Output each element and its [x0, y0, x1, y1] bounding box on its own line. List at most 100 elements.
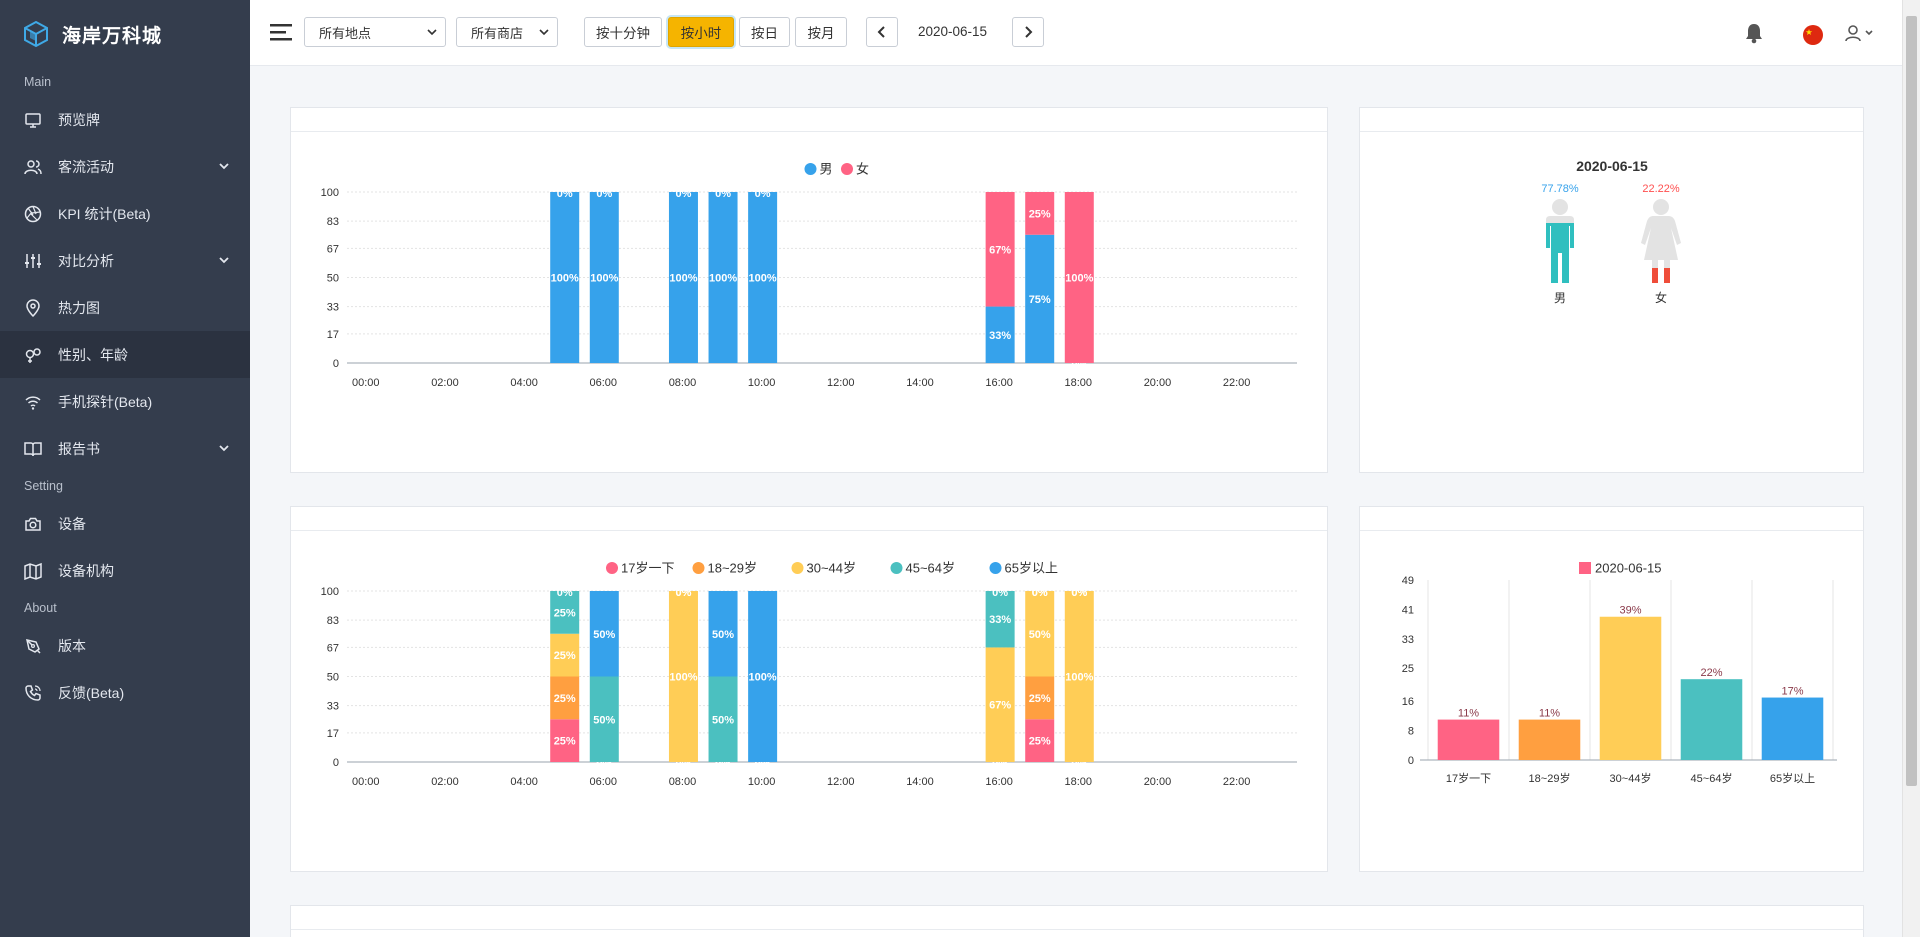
- sidebar-item-2[interactable]: KPI 统计(Beta): [0, 190, 250, 237]
- store-select[interactable]: 所有商店: [456, 17, 558, 47]
- legend-marker[interactable]: [791, 562, 804, 574]
- y-tick-label: 33: [327, 302, 339, 314]
- bar-segment[interactable]: [1025, 676, 1055, 720]
- granularity-10min-button[interactable]: 按十分钟: [584, 17, 662, 47]
- pen-tool-icon: [24, 637, 42, 655]
- sidebar-item-3[interactable]: 对比分析: [0, 237, 250, 284]
- bar-segment[interactable]: [550, 676, 580, 720]
- bar-data-label: 100%: [669, 273, 697, 285]
- granularity-hour-button[interactable]: 按小时: [668, 17, 734, 47]
- bar-segment[interactable]: [550, 633, 580, 677]
- legend-marker[interactable]: [1579, 562, 1591, 574]
- bar-segment[interactable]: [1025, 591, 1055, 677]
- x-tick-label: 45~64岁: [1691, 771, 1733, 785]
- bar-segment[interactable]: [708, 192, 738, 363]
- bar-segment[interactable]: [589, 676, 619, 763]
- bar-segment[interactable]: [550, 192, 580, 363]
- sidebar-item-11[interactable]: 反馈(Beta): [0, 669, 250, 716]
- location-select[interactable]: 所有地点: [304, 17, 446, 47]
- bar-segment[interactable]: [1025, 192, 1055, 235]
- page-scrollbar[interactable]: [1902, 0, 1920, 937]
- bar-segment[interactable]: [708, 676, 738, 763]
- bar-segment[interactable]: [985, 647, 1015, 762]
- bar-segment[interactable]: [589, 192, 619, 363]
- gender-icon: [24, 346, 42, 364]
- prev-date-button[interactable]: [866, 17, 898, 47]
- bar-data-label: 67%: [989, 244, 1011, 256]
- sidebar-item-1[interactable]: 客流活动: [0, 143, 250, 190]
- user-menu-icon[interactable]: [1844, 24, 1878, 42]
- x-tick-label: 16:00: [985, 776, 1013, 788]
- sidebar-item-10[interactable]: 版本: [0, 622, 250, 669]
- y-tick-label: 100: [321, 586, 339, 598]
- china-flag-icon[interactable]: [1802, 24, 1824, 46]
- sidebar-item-4[interactable]: 热力图: [0, 284, 250, 331]
- bar-segment[interactable]: [550, 719, 580, 762]
- bar-segment[interactable]: [748, 591, 778, 762]
- x-tick-label: 65岁以上: [1770, 771, 1815, 785]
- bar-data-label: 50%: [1029, 629, 1051, 641]
- legend-marker[interactable]: [804, 163, 817, 175]
- bell-icon[interactable]: [1744, 22, 1764, 44]
- sidebar-item-5[interactable]: 性别、年龄: [0, 331, 250, 378]
- x-tick-label: 14:00: [906, 377, 934, 389]
- legend-marker[interactable]: [692, 562, 705, 574]
- x-tick-label: 18:00: [1065, 776, 1093, 788]
- bar-data-label: 17%: [1781, 686, 1803, 698]
- bar[interactable]: [1518, 719, 1581, 760]
- bar-segment[interactable]: [589, 591, 619, 677]
- x-tick-label: 10:00: [748, 776, 776, 788]
- bar-segment[interactable]: [550, 591, 580, 634]
- legend-label[interactable]: 女: [856, 162, 869, 177]
- granularity-month-button[interactable]: 按月: [795, 17, 847, 47]
- legend-label[interactable]: 2020-06-15: [1595, 561, 1662, 576]
- legend-label[interactable]: 17岁一下: [621, 561, 674, 576]
- brand[interactable]: 海岸万科城: [0, 0, 250, 68]
- bar-segment[interactable]: [985, 192, 1015, 307]
- legend-marker[interactable]: [890, 562, 903, 574]
- next-date-button[interactable]: [1012, 17, 1044, 47]
- bar-segment[interactable]: [1025, 719, 1055, 762]
- bar-data-label: 0%: [1032, 587, 1048, 599]
- legend-marker[interactable]: [841, 163, 853, 175]
- y-tick-label: 67: [327, 243, 339, 255]
- bar-segment[interactable]: [708, 591, 738, 677]
- bar-segment[interactable]: [1025, 234, 1055, 363]
- y-tick-label: 33: [327, 701, 339, 713]
- x-tick-label: 08:00: [669, 776, 697, 788]
- sidebar-item-8[interactable]: 设备: [0, 500, 250, 547]
- granularity-day-button[interactable]: 按日: [739, 17, 790, 47]
- sidebar-item-0[interactable]: 预览牌: [0, 96, 250, 143]
- bar-segment[interactable]: [668, 591, 698, 762]
- bar-segment[interactable]: [668, 192, 698, 363]
- x-tick-label: 06:00: [590, 377, 618, 389]
- bar-data-label: 50%: [593, 629, 615, 641]
- legend-marker[interactable]: [989, 562, 1002, 574]
- bar[interactable]: [1761, 697, 1824, 760]
- legend-label[interactable]: 18~29岁: [708, 561, 758, 576]
- sidebar-item-label: 手机探针(Beta): [58, 393, 153, 410]
- bar-data-label: 25%: [1029, 208, 1051, 220]
- bar[interactable]: [1599, 616, 1662, 760]
- sidebar-item-9[interactable]: 设备机构: [0, 547, 250, 594]
- bar[interactable]: [1437, 719, 1500, 760]
- bar-segment[interactable]: [1064, 192, 1094, 363]
- gender-hourly-chart: 男 女 0 17 33 50 67 83 100 00:00 02:00 04:00 06:00 08:0…: [321, 162, 1297, 389]
- sidebar-item-7[interactable]: 报告书: [0, 425, 250, 472]
- y-tick-label: 49: [1402, 575, 1414, 587]
- legend-label[interactable]: 30~44岁: [807, 561, 857, 576]
- legend-marker[interactable]: [606, 562, 618, 574]
- bar-segment[interactable]: [1064, 591, 1094, 762]
- legend-label[interactable]: 45~64岁: [906, 561, 956, 576]
- legend-label[interactable]: 65岁以上: [1005, 561, 1058, 576]
- hamburger-menu-icon[interactable]: [270, 22, 292, 42]
- bar[interactable]: [1680, 679, 1743, 760]
- bar-segment[interactable]: [985, 306, 1015, 363]
- sidebar-item-6[interactable]: 手机探针(Beta): [0, 378, 250, 425]
- bar-data-label: 11%: [1539, 708, 1560, 720]
- bar-segment[interactable]: [985, 591, 1015, 648]
- legend-label[interactable]: 男: [820, 162, 833, 177]
- bar-segment[interactable]: [748, 192, 778, 363]
- sidebar-item-label: 预览牌: [58, 111, 100, 128]
- scrollbar-thumb[interactable]: [1906, 16, 1917, 786]
